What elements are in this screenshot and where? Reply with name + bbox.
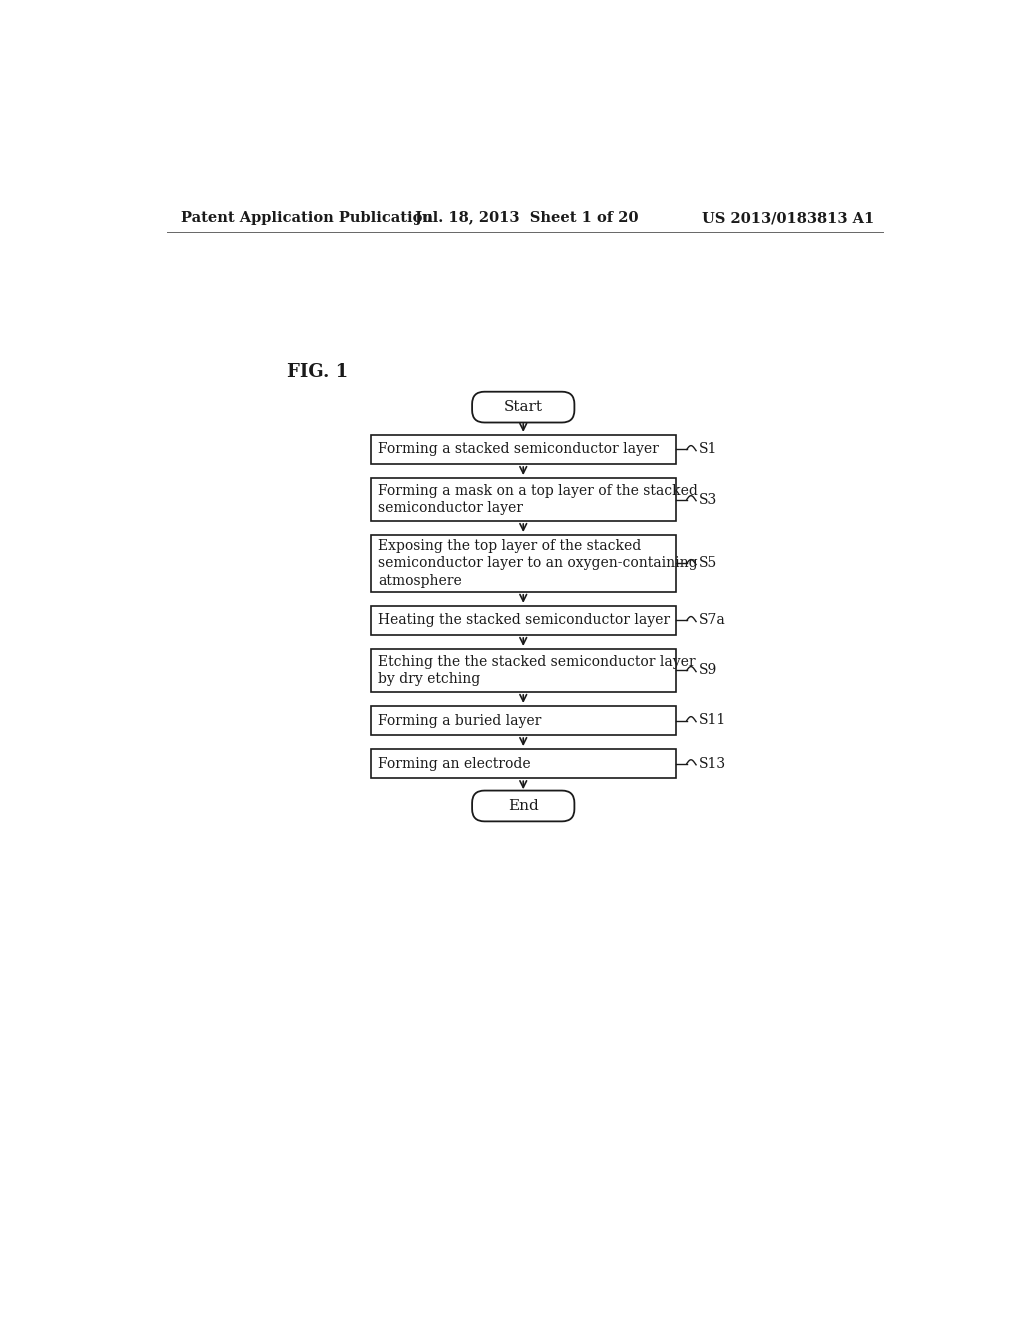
FancyBboxPatch shape xyxy=(371,649,676,692)
FancyBboxPatch shape xyxy=(371,748,676,779)
Text: Etching the the stacked semiconductor layer
by dry etching: Etching the the stacked semiconductor la… xyxy=(378,655,696,686)
FancyBboxPatch shape xyxy=(472,791,574,821)
Text: Jul. 18, 2013  Sheet 1 of 20: Jul. 18, 2013 Sheet 1 of 20 xyxy=(415,211,638,226)
Text: Forming a buried layer: Forming a buried layer xyxy=(378,714,542,727)
FancyBboxPatch shape xyxy=(371,606,676,635)
Text: FIG. 1: FIG. 1 xyxy=(287,363,348,381)
Text: Start: Start xyxy=(504,400,543,414)
FancyBboxPatch shape xyxy=(371,535,676,591)
Text: Forming a stacked semiconductor layer: Forming a stacked semiconductor layer xyxy=(378,442,659,457)
FancyBboxPatch shape xyxy=(371,478,676,521)
Text: Heating the stacked semiconductor layer: Heating the stacked semiconductor layer xyxy=(378,614,671,627)
FancyBboxPatch shape xyxy=(371,434,676,465)
Text: S3: S3 xyxy=(699,492,718,507)
Text: Patent Application Publication: Patent Application Publication xyxy=(180,211,433,226)
Text: S1: S1 xyxy=(699,442,718,457)
Text: S5: S5 xyxy=(699,557,718,570)
Text: End: End xyxy=(508,799,539,813)
Text: S9: S9 xyxy=(699,664,718,677)
Text: Exposing the top layer of the stacked
semiconductor layer to an oxygen-containin: Exposing the top layer of the stacked se… xyxy=(378,539,698,587)
Text: S11: S11 xyxy=(699,714,726,727)
Text: S7a: S7a xyxy=(699,614,726,627)
FancyBboxPatch shape xyxy=(472,392,574,422)
FancyBboxPatch shape xyxy=(371,706,676,735)
Text: Forming a mask on a top layer of the stacked
semiconductor layer: Forming a mask on a top layer of the sta… xyxy=(378,484,698,515)
Text: US 2013/0183813 A1: US 2013/0183813 A1 xyxy=(701,211,873,226)
Text: Forming an electrode: Forming an electrode xyxy=(378,756,531,771)
Text: S13: S13 xyxy=(699,756,726,771)
